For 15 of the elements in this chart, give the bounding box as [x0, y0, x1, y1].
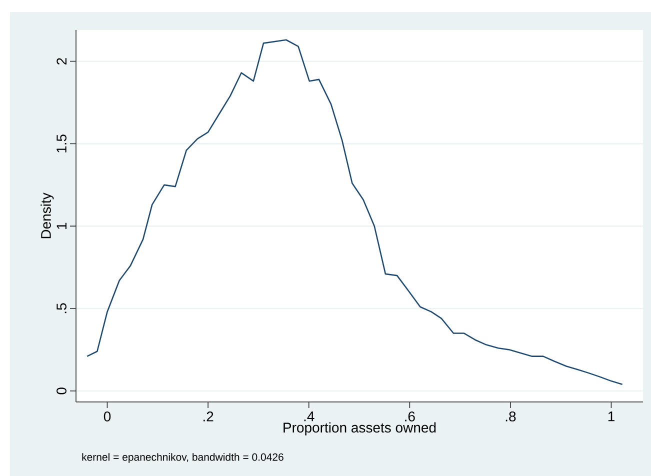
y-tick-label: 1.5	[56, 134, 66, 152]
x-tick-label: .8	[506, 412, 516, 422]
y-axis-title: Density	[40, 192, 54, 238]
y-tick-label: 1	[56, 222, 66, 229]
line-series	[86, 39, 623, 385]
x-tick-label: 0	[104, 412, 111, 422]
x-axis-title: Proportion assets owned	[284, 422, 436, 436]
x-tick-label: .4	[304, 412, 314, 422]
x-tick-label: .2	[204, 412, 214, 422]
x-tick-label: 1	[608, 412, 614, 422]
y-tick-label: .5	[56, 303, 66, 314]
text: kernel = epanechnikov, bandwidth = 0.0426	[82, 453, 284, 463]
x-tick-label: .6	[405, 412, 415, 422]
y-tick-label: 2	[56, 58, 66, 64]
y-tick-label: 0	[56, 388, 66, 394]
